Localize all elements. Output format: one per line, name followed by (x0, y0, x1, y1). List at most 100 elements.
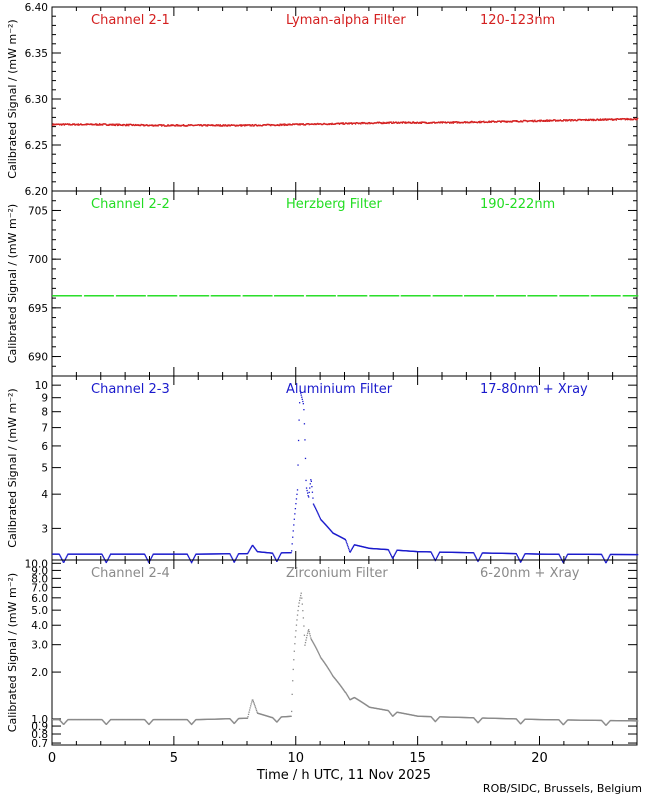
data-point (250, 703, 252, 705)
data-point (255, 709, 258, 712)
data-point (279, 554, 281, 557)
data-point (299, 390, 301, 392)
data-point (154, 125, 156, 127)
data-point (176, 125, 178, 127)
data-point (619, 295, 621, 297)
data-point (637, 553, 639, 556)
data-point (345, 693, 348, 695)
data-point (53, 124, 55, 126)
data-point (284, 123, 286, 125)
data-point (308, 629, 310, 631)
data-point (335, 679, 338, 681)
data-point (291, 124, 293, 126)
data-point (149, 558, 152, 561)
data-point (329, 671, 332, 673)
data-point (294, 513, 296, 515)
data-point (607, 558, 609, 560)
data-point (420, 122, 423, 125)
data-point (389, 552, 391, 554)
data-point (452, 122, 455, 124)
data-point (392, 122, 394, 124)
data-point (206, 124, 208, 126)
data-point (296, 614, 299, 616)
data-point (314, 645, 316, 647)
data-point (504, 120, 507, 123)
band-label: 190-222nm (480, 197, 555, 212)
data-point (105, 123, 107, 125)
data-point (294, 636, 297, 638)
data-point (176, 295, 178, 297)
data-point (302, 400, 304, 403)
data-point (436, 556, 438, 559)
data-point (290, 715, 292, 717)
data-point (451, 122, 453, 124)
data-point (401, 121, 403, 124)
data-point (147, 561, 150, 563)
data-point (248, 711, 250, 713)
data-point (609, 554, 611, 556)
data-point (412, 122, 414, 124)
data-point (587, 119, 589, 122)
data-point (435, 557, 438, 560)
data-point (607, 557, 610, 559)
x-tick-label: 10 (287, 751, 304, 766)
data-point (127, 123, 129, 126)
data-point (298, 599, 301, 602)
data-point (193, 556, 195, 559)
data-point (341, 122, 343, 124)
data-point (207, 295, 210, 297)
data-point (532, 119, 534, 122)
data-point (322, 660, 324, 662)
x-axis-label: Time / h UTC, 11 Nov 2025 (256, 768, 431, 783)
data-point (545, 119, 548, 121)
data-point (395, 551, 397, 553)
data-point (309, 483, 311, 485)
data-point (330, 123, 333, 126)
y-tick-label: 3 (41, 523, 48, 535)
data-point (559, 556, 562, 558)
data-point (347, 695, 349, 698)
data-point (276, 124, 278, 126)
data-point (479, 120, 481, 122)
data-point (312, 642, 315, 644)
data-point (636, 118, 638, 121)
data-point (612, 118, 614, 121)
data-point (247, 552, 249, 554)
data-point (90, 123, 92, 125)
data-point (98, 124, 100, 126)
data-point (338, 683, 341, 686)
data-point (291, 693, 293, 696)
channel-label: Channel 2-4 (91, 566, 170, 581)
data-point (341, 687, 343, 689)
data-point (239, 295, 241, 297)
data-point (475, 556, 477, 558)
y-tick-label: 700 (28, 254, 48, 266)
data-point (249, 707, 251, 709)
data-point (431, 553, 433, 555)
data-point (328, 668, 330, 671)
data-point (126, 124, 128, 127)
data-point (146, 557, 148, 560)
data-point (430, 551, 432, 553)
data-point (439, 122, 441, 124)
data-point (273, 556, 276, 558)
data-point (362, 122, 364, 125)
data-point (637, 720, 639, 722)
data-point (63, 560, 66, 562)
data-point (77, 124, 79, 126)
y-tick-label: 6.40 (25, 2, 48, 14)
data-point (601, 555, 604, 557)
data-point (304, 439, 306, 441)
data-point (558, 553, 560, 555)
data-point (187, 555, 190, 558)
data-point (324, 663, 326, 665)
data-point (296, 619, 298, 621)
data-point (124, 124, 126, 126)
band-label: 120-123nm (480, 13, 555, 28)
data-point (316, 511, 318, 513)
channel-label: Channel 2-2 (91, 197, 170, 212)
data-point (338, 123, 341, 125)
data-point (163, 124, 165, 126)
data-point (145, 556, 147, 559)
data-point (350, 549, 352, 551)
